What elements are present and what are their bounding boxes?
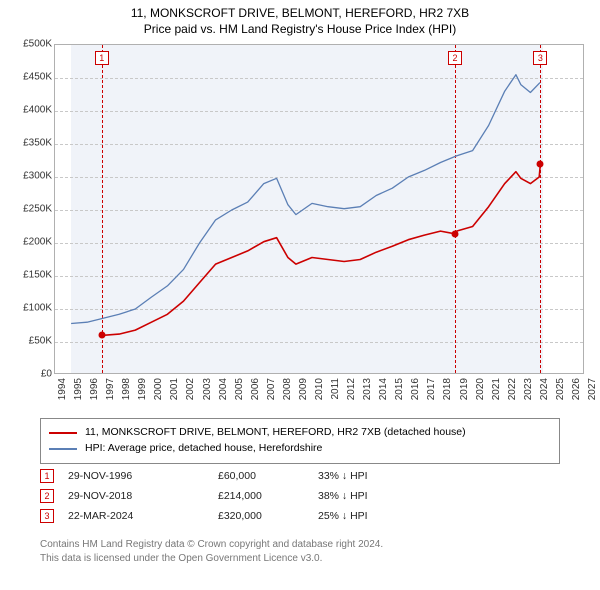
chart-sale-marker: 2 bbox=[448, 51, 462, 65]
x-tick-label: 2004 bbox=[218, 378, 229, 400]
footer-line1: Contains HM Land Registry data © Crown c… bbox=[40, 538, 383, 552]
x-tick-label: 2017 bbox=[426, 378, 437, 400]
x-tick-label: 2019 bbox=[459, 378, 470, 400]
legend-box: 11, MONKSCROFT DRIVE, BELMONT, HEREFORD,… bbox=[40, 418, 560, 464]
x-tick-label: 1997 bbox=[105, 378, 116, 400]
sales-row: 3 22-MAR-2024 £320,000 25% ↓ HPI bbox=[40, 506, 438, 526]
sales-row: 2 29-NOV-2018 £214,000 38% ↓ HPI bbox=[40, 486, 438, 506]
chart-sale-marker: 1 bbox=[95, 51, 109, 65]
x-tick-label: 2015 bbox=[394, 378, 405, 400]
legend-label: HPI: Average price, detached house, Here… bbox=[85, 441, 322, 457]
x-tick-label: 2024 bbox=[539, 378, 550, 400]
x-tick-label: 2011 bbox=[330, 378, 341, 400]
y-tick-label: £300K bbox=[8, 171, 52, 182]
sale-pct-vs-hpi: 25% ↓ HPI bbox=[318, 510, 438, 522]
x-tick-label: 2001 bbox=[169, 378, 180, 400]
sale-price: £214,000 bbox=[218, 490, 318, 502]
sale-price: £320,000 bbox=[218, 510, 318, 522]
y-tick-label: £500K bbox=[8, 39, 52, 50]
y-tick-label: £400K bbox=[8, 105, 52, 116]
title-subtitle: Price paid vs. HM Land Registry's House … bbox=[0, 22, 600, 36]
y-tick-label: £350K bbox=[8, 138, 52, 149]
y-tick-label: £250K bbox=[8, 204, 52, 215]
sale-price: £60,000 bbox=[218, 470, 318, 482]
title-block: 11, MONKSCROFT DRIVE, BELMONT, HEREFORD,… bbox=[0, 0, 600, 40]
legend-swatch-hpi bbox=[49, 448, 77, 450]
x-tick-label: 2008 bbox=[282, 378, 293, 400]
chart-container: 11, MONKSCROFT DRIVE, BELMONT, HEREFORD,… bbox=[0, 0, 600, 590]
x-tick-label: 1994 bbox=[57, 378, 68, 400]
x-tick-label: 2003 bbox=[202, 378, 213, 400]
sale-pct-vs-hpi: 38% ↓ HPI bbox=[318, 490, 438, 502]
x-tick-label: 2007 bbox=[266, 378, 277, 400]
y-tick-label: £100K bbox=[8, 303, 52, 314]
x-tick-label: 1995 bbox=[73, 378, 84, 400]
x-tick-label: 2020 bbox=[475, 378, 486, 400]
x-tick-label: 2013 bbox=[362, 378, 373, 400]
sale-pct-vs-hpi: 33% ↓ HPI bbox=[318, 470, 438, 482]
x-tick-label: 2009 bbox=[298, 378, 309, 400]
sale-date: 29-NOV-1996 bbox=[68, 470, 218, 482]
x-tick-label: 2023 bbox=[523, 378, 534, 400]
footer-line2: This data is licensed under the Open Gov… bbox=[40, 552, 383, 566]
y-tick-label: £50K bbox=[8, 336, 52, 347]
x-tick-label: 2022 bbox=[507, 378, 518, 400]
y-tick-label: £0 bbox=[8, 369, 52, 380]
attribution-footer: Contains HM Land Registry data © Crown c… bbox=[40, 538, 383, 566]
x-tick-label: 2005 bbox=[234, 378, 245, 400]
y-tick-label: £150K bbox=[8, 270, 52, 281]
x-tick-label: 2012 bbox=[346, 378, 357, 400]
x-tick-label: 2014 bbox=[378, 378, 389, 400]
x-tick-label: 1998 bbox=[121, 378, 132, 400]
sales-table: 1 29-NOV-1996 £60,000 33% ↓ HPI 2 29-NOV… bbox=[40, 466, 438, 526]
x-tick-label: 2025 bbox=[555, 378, 566, 400]
chart-sale-marker: 3 bbox=[533, 51, 547, 65]
x-tick-label: 2026 bbox=[571, 378, 582, 400]
x-tick-label: 2027 bbox=[587, 378, 598, 400]
x-tick-label: 1996 bbox=[89, 378, 100, 400]
x-tick-label: 2018 bbox=[442, 378, 453, 400]
chart-area: £0 £50K £100K £150K £200K £250K £300K £350K £400… bbox=[8, 44, 592, 410]
x-tick-label: 2000 bbox=[153, 378, 164, 400]
y-tick-label: £450K bbox=[8, 72, 52, 83]
series-line bbox=[71, 75, 540, 324]
series-line bbox=[102, 164, 541, 336]
legend-item: HPI: Average price, detached house, Here… bbox=[49, 441, 551, 457]
plot-area: 1 2 3 bbox=[54, 44, 584, 374]
x-tick-label: 1999 bbox=[137, 378, 148, 400]
line-series-svg bbox=[55, 45, 585, 375]
y-tick-label: £200K bbox=[8, 237, 52, 248]
legend-item: 11, MONKSCROFT DRIVE, BELMONT, HEREFORD,… bbox=[49, 425, 551, 441]
x-tick-label: 2006 bbox=[250, 378, 261, 400]
sale-marker-icon: 3 bbox=[40, 509, 54, 523]
sale-date: 29-NOV-2018 bbox=[68, 490, 218, 502]
x-tick-label: 2016 bbox=[410, 378, 421, 400]
sale-date: 22-MAR-2024 bbox=[68, 510, 218, 522]
sales-row: 1 29-NOV-1996 £60,000 33% ↓ HPI bbox=[40, 466, 438, 486]
sale-marker-icon: 2 bbox=[40, 489, 54, 503]
title-address: 11, MONKSCROFT DRIVE, BELMONT, HEREFORD,… bbox=[0, 6, 600, 20]
legend-label: 11, MONKSCROFT DRIVE, BELMONT, HEREFORD,… bbox=[85, 425, 466, 441]
x-tick-label: 2021 bbox=[491, 378, 502, 400]
x-tick-label: 2002 bbox=[185, 378, 196, 400]
x-tick-label: 2010 bbox=[314, 378, 325, 400]
sale-marker-icon: 1 bbox=[40, 469, 54, 483]
legend-swatch-property bbox=[49, 432, 77, 434]
